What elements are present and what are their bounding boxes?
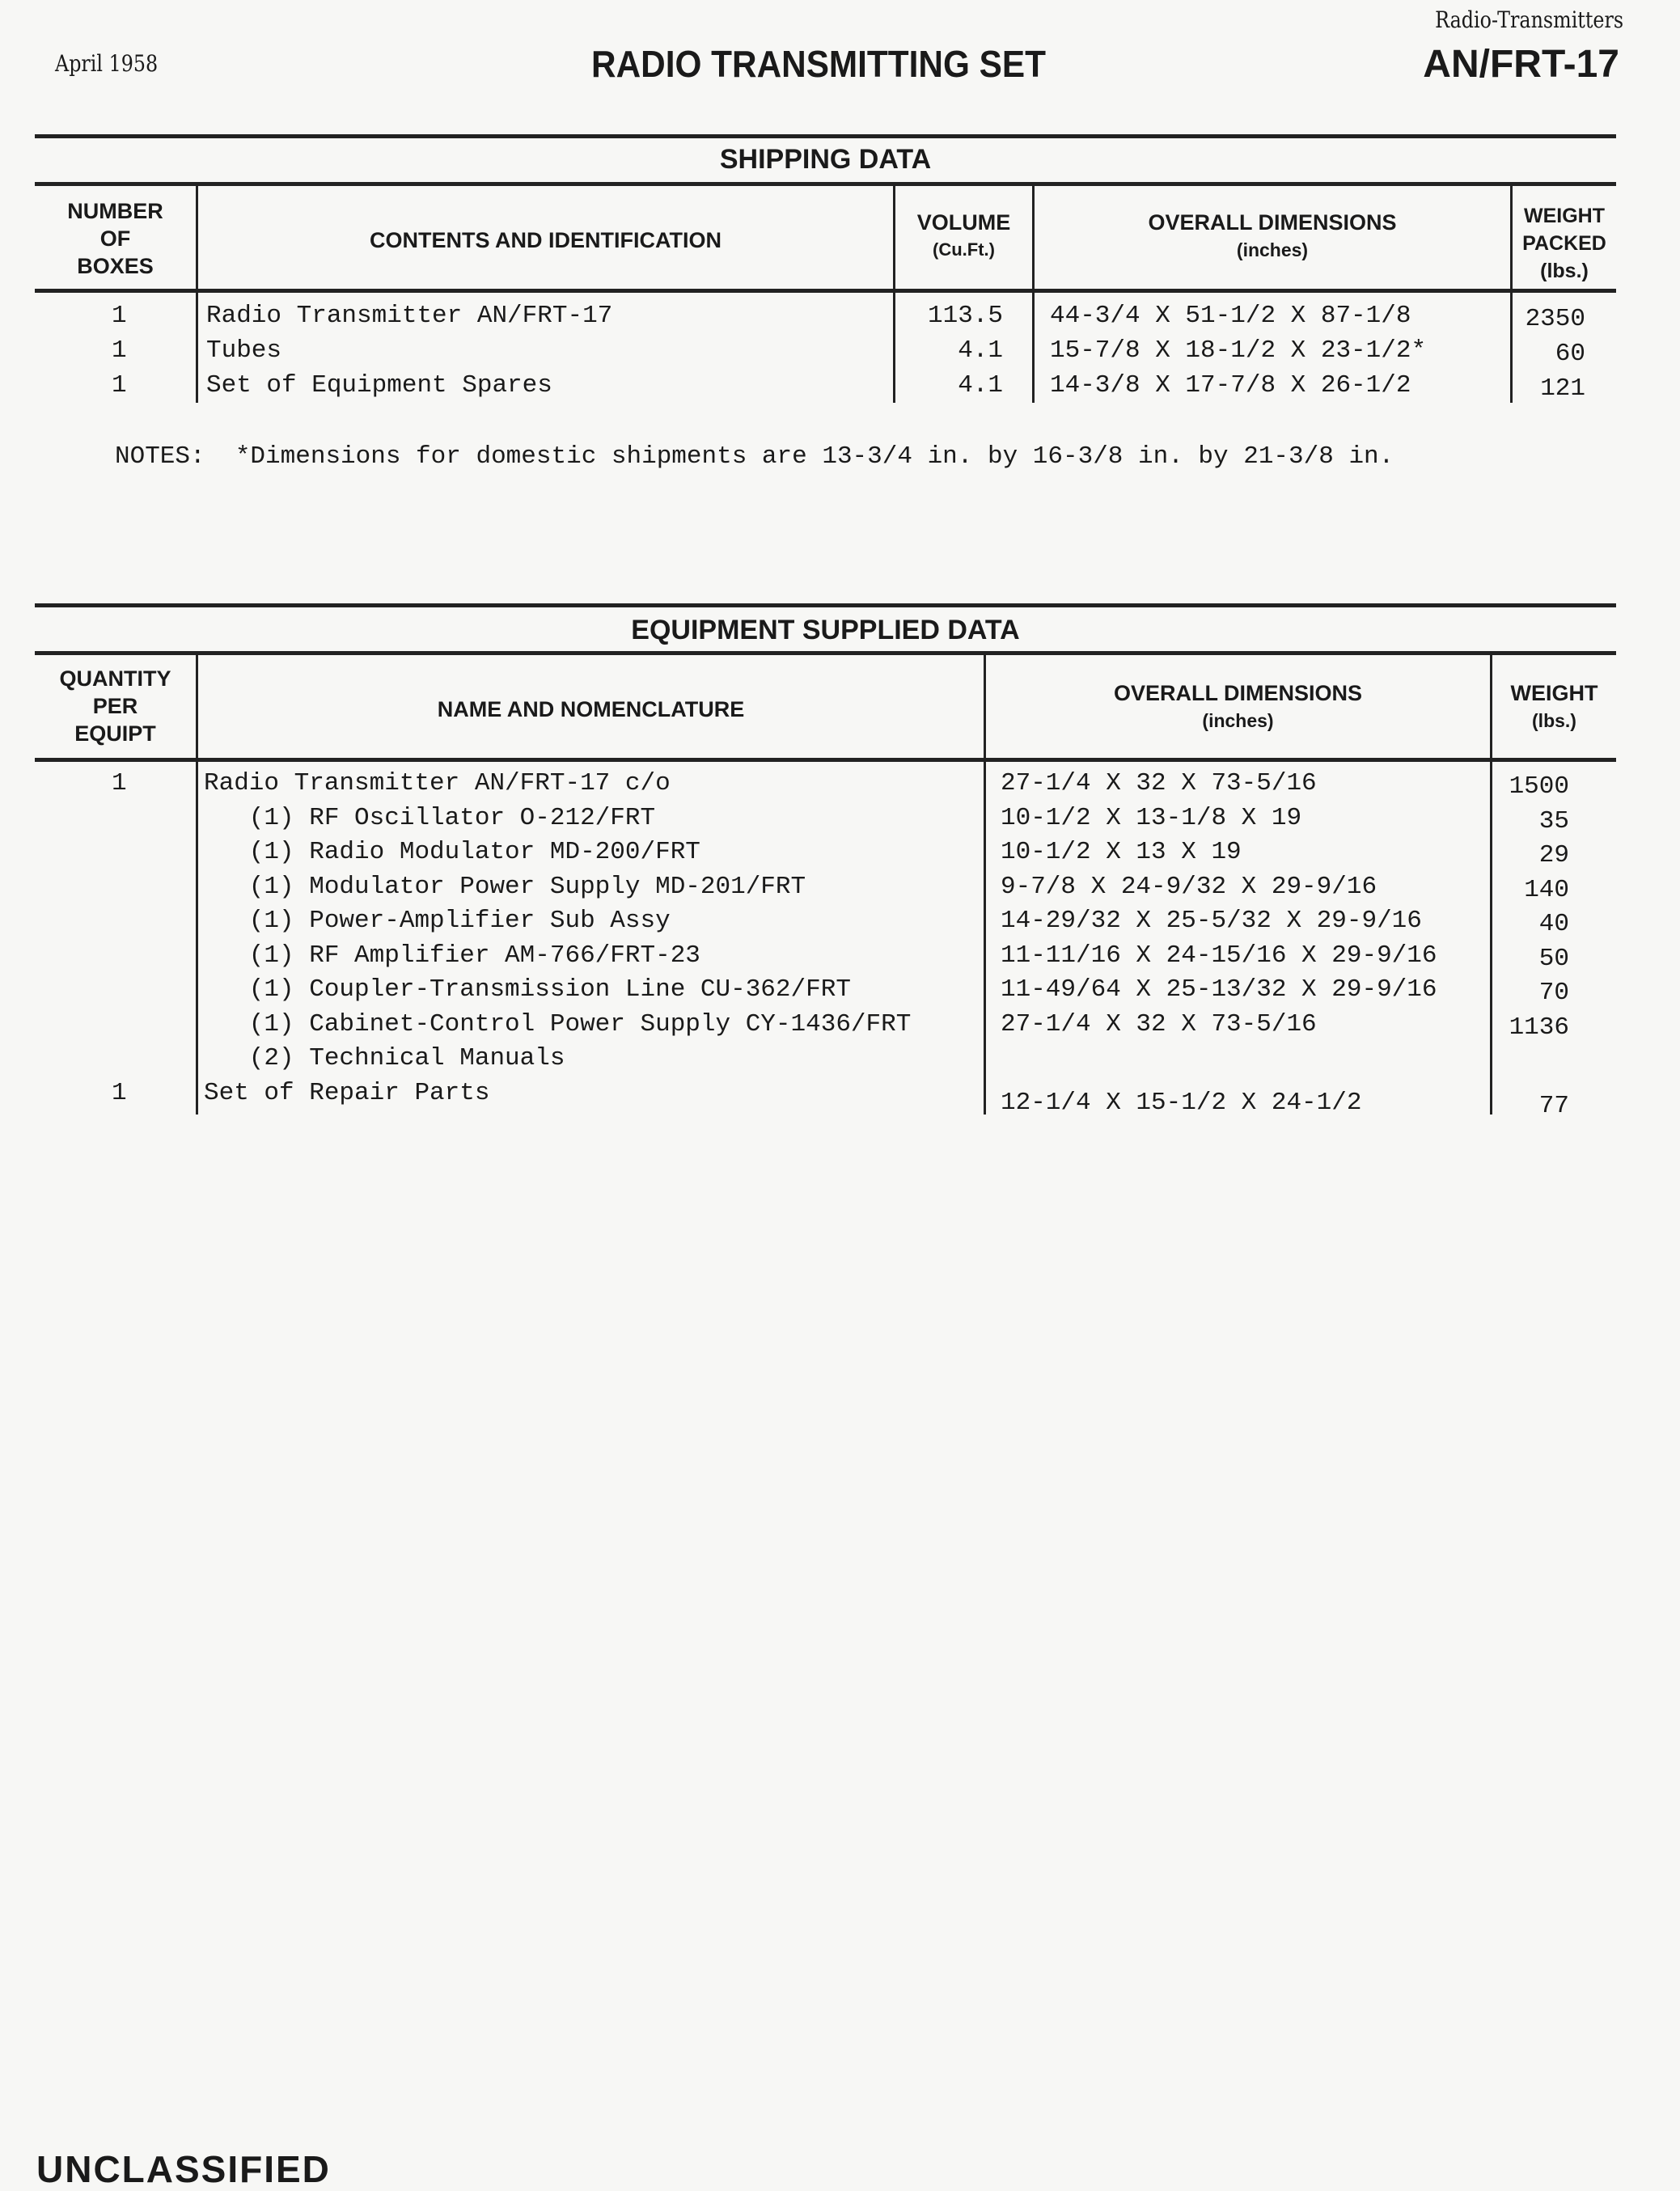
volume-cell: 4.1: [958, 371, 1003, 400]
contents-cell: Radio Transmitter AN/FRT-17: [206, 302, 613, 330]
volume-cell: 113.5: [927, 302, 1003, 330]
name-cell: (1) Radio Modulator MD-200/FRT: [204, 838, 700, 866]
weight-cell: 29: [1538, 841, 1569, 869]
name-cell: Radio Transmitter AN/FRT-17 c/o: [204, 769, 671, 797]
dimensions-cell: 14-3/8 X 17-7/8 X 26-1/2: [1050, 371, 1411, 400]
col-header-weight: WEIGHT (lbs.): [1492, 679, 1616, 734]
model-number: AN/FRT-17: [1423, 43, 1619, 86]
dimensions-cell: 15-7/8 X 18-1/2 X 23-1/2*: [1050, 336, 1427, 365]
name-cell: (1) RF Amplifier AM-766/FRT-23: [204, 941, 700, 970]
header-line: (Cu.Ft.): [933, 239, 995, 260]
header-line: OF: [99, 226, 131, 251]
name-cell: (1) Coupler-Transmission Line CU-362/FRT: [204, 975, 851, 1004]
header-line: NUMBER: [67, 199, 163, 223]
column-divider: [196, 184, 198, 403]
header-line: WEIGHT: [1510, 681, 1598, 705]
divider: [35, 289, 1616, 293]
dimensions-cell: 9-7/8 X 24-9/32 X 29-9/16: [1001, 872, 1377, 901]
header-line: (lbs.): [1532, 710, 1576, 731]
column-divider: [1490, 653, 1492, 1115]
name-cell: (1) Power-Amplifier Sub Assy: [204, 907, 671, 935]
divider: [35, 758, 1616, 762]
name-cell: (1) Cabinet-Control Power Supply CY-1436…: [204, 1009, 912, 1038]
category-label: Radio-Transmitters: [1435, 6, 1623, 33]
col-header-dimensions: OVERALL DIMENSIONS (inches): [986, 679, 1490, 734]
quantity-cell: 1: [112, 769, 127, 797]
dimensions-cell: 10-1/2 X 13-1/8 X 19: [1001, 803, 1302, 832]
box-count: 1: [112, 371, 127, 400]
header-line: PACKED: [1522, 232, 1606, 255]
weight-cell: 121: [1540, 374, 1585, 403]
header-line: PER: [92, 694, 138, 718]
weight-cell: 2350: [1525, 305, 1585, 333]
classification-marking: UNCLASSIFIED: [36, 2148, 331, 2190]
col-header-dimensions: OVERALL DIMENSIONS (inches): [1035, 209, 1510, 264]
weight-cell: 35: [1538, 806, 1569, 835]
box-count: 1: [112, 302, 127, 330]
header-line: QUANTITY: [59, 666, 171, 691]
dimensions-cell: 10-1/2 X 13 X 19: [1001, 838, 1242, 866]
col-header-contents: CONTENTS AND IDENTIFICATION: [370, 228, 722, 252]
contents-cell: Tubes: [206, 336, 282, 365]
header-line: EQUIPT: [74, 721, 156, 746]
box-count: 1: [112, 336, 127, 365]
volume-cell: 4.1: [958, 336, 1003, 365]
header-line: VOLUME: [916, 210, 1011, 235]
weight-cell: 1136: [1509, 1013, 1569, 1042]
dimensions-cell: 11-11/16 X 24-15/16 X 29-9/16: [1001, 941, 1437, 970]
divider: [35, 182, 1616, 186]
divider: [35, 603, 1616, 607]
col-header-weight: WEIGHT PACKED (lbs.): [1513, 202, 1616, 285]
shipping-title: SHIPPING DATA: [719, 144, 932, 175]
equipment-title: EQUIPMENT SUPPLIED DATA: [631, 615, 1020, 645]
header-line: WEIGHT: [1524, 205, 1605, 227]
header-line: (inches): [1202, 710, 1274, 731]
dimensions-cell: 27-1/4 X 32 X 73-5/16: [1001, 1009, 1317, 1038]
header-line: (inches): [1236, 239, 1309, 260]
column-divider: [196, 653, 198, 1115]
weight-cell: 40: [1538, 910, 1569, 938]
name-cell: (1) RF Oscillator O-212/FRT: [204, 803, 656, 832]
dimensions-cell: 44-3/4 X 51-1/2 X 87-1/8: [1050, 302, 1411, 330]
header-line: OVERALL DIMENSIONS: [1113, 681, 1363, 705]
page-title: RADIO TRANSMITTING SET: [591, 43, 1046, 85]
column-divider: [1510, 184, 1513, 403]
dimensions-cell: 12-1/4 X 15-1/2 X 24-1/2: [1001, 1088, 1362, 1117]
weight-cell: 1500: [1509, 772, 1569, 801]
column-divider: [984, 653, 986, 1115]
dimensions-cell: 27-1/4 X 32 X 73-5/16: [1001, 769, 1317, 797]
quantity-cell: 1: [112, 1078, 127, 1107]
name-cell: Set of Repair Parts: [204, 1078, 490, 1107]
header-line: (lbs.): [1540, 260, 1589, 282]
weight-cell: 60: [1555, 340, 1585, 368]
shipping-notes: NOTES: *Dimensions for domestic shipment…: [115, 442, 1394, 471]
name-cell: (1) Modulator Power Supply MD-201/FRT: [204, 872, 806, 901]
col-header-name: NAME AND NOMENCLATURE: [437, 697, 745, 721]
weight-cell: 70: [1538, 979, 1569, 1007]
dimensions-cell: 11-49/64 X 25-13/32 X 29-9/16: [1001, 975, 1437, 1004]
dimensions-cell: 14-29/32 X 25-5/32 X 29-9/16: [1001, 907, 1422, 935]
divider: [35, 651, 1616, 655]
col-header-volume: VOLUME (Cu.Ft.): [895, 209, 1032, 264]
header-line: BOXES: [77, 254, 154, 278]
name-cell: (2) Technical Manuals: [204, 1044, 565, 1072]
weight-cell: 140: [1524, 875, 1569, 904]
col-header-number: NUMBER OF BOXES: [35, 197, 196, 280]
header-line: OVERALL DIMENSIONS: [1148, 210, 1397, 235]
contents-cell: Set of Equipment Spares: [206, 371, 552, 400]
date: April 1958: [55, 50, 159, 77]
weight-cell: 50: [1538, 944, 1569, 973]
divider: [35, 134, 1616, 138]
weight-cell: 77: [1538, 1091, 1569, 1120]
column-divider: [893, 184, 895, 403]
col-header-quantity: QUANTITY PER EQUIPT: [35, 665, 196, 747]
column-divider: [1032, 184, 1035, 403]
